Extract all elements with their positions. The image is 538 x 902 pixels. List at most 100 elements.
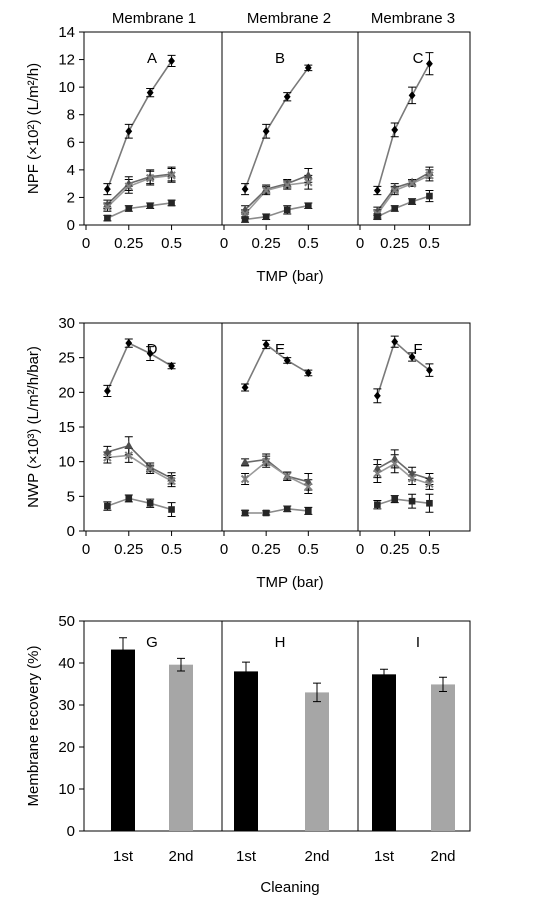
data-point-x [261, 186, 271, 195]
bar-1st [234, 671, 258, 831]
data-point-square [283, 206, 291, 214]
series-line-diamond [376, 340, 430, 397]
series-line-x [377, 462, 430, 485]
NWP-x-axis-title: TMP (bar) [256, 574, 323, 591]
recovery-y-tick-label: 50 [58, 613, 75, 630]
data-point-x [103, 202, 112, 212]
data-point-x [167, 171, 176, 180]
data-point-square [374, 501, 381, 508]
panel-label-G: G [146, 634, 158, 651]
series-line-x [376, 174, 430, 215]
data-point-diamond [103, 184, 111, 194]
NWP-y-tick-label: 5 [67, 488, 75, 505]
NWP-y-tick-label: 0 [67, 523, 75, 540]
data-point-square [241, 216, 249, 223]
bar-error [439, 676, 447, 693]
data-point-triangle [425, 474, 434, 483]
bar-2nd [305, 692, 329, 831]
series-line-diamond [106, 60, 173, 190]
x-category-label: 1st [374, 848, 395, 865]
panel-label-I: I [416, 634, 420, 651]
series-line-diamond [244, 343, 309, 388]
series-line-square [244, 204, 309, 221]
data-point-square [391, 205, 399, 212]
recovery-y-tick-label: 30 [58, 697, 75, 714]
data-point-square [146, 499, 154, 507]
x-category-label: 2nd [168, 848, 193, 865]
data-point-triangle [167, 169, 176, 178]
panel-label-C: C [413, 50, 424, 67]
recovery-y-tick-label: 0 [67, 823, 75, 840]
data-point-x [283, 472, 292, 481]
series-line-triangle [244, 458, 309, 483]
NWP-y-axis-title: NWP (×10³) (L/m²/h/bar) [25, 346, 42, 508]
data-point-triangle [240, 457, 250, 466]
data-point-triangle [124, 441, 134, 449]
series-line-x [244, 181, 309, 215]
data-point-square [104, 214, 111, 222]
NWP-y-tick-label: 20 [58, 384, 75, 401]
data-point-x [261, 457, 271, 466]
column-title-membrane-1: Membrane 1 [112, 10, 196, 27]
data-point-square [408, 497, 416, 505]
data-point-diamond [262, 127, 270, 136]
NWP-row: 0 5 10 15 20 25 30 NWP (×10³) (L/m²/h/bar) TMP (… [25, 315, 471, 591]
data-point-x [124, 451, 133, 460]
data-point-diamond [168, 56, 175, 66]
data-point-triangle [304, 477, 313, 485]
data-point-square [125, 495, 133, 502]
NPF-y-tick-label: 8 [67, 107, 75, 124]
x-category-label: 1st [236, 848, 257, 865]
data-point-x [167, 476, 176, 486]
data-point-triangle [282, 179, 292, 187]
data-point-diamond [283, 356, 291, 365]
NPF-x-tick-label: 0 [82, 235, 90, 252]
series-line-x [106, 174, 172, 208]
NPF-x-tick-label: 0.5 [298, 235, 319, 252]
data-point-square [391, 495, 399, 503]
data-point-x [425, 171, 434, 180]
x-category-label: 2nd [430, 848, 455, 865]
column-title-membrane-3: Membrane 3 [371, 10, 455, 27]
NPF-x-tick-label: 0.5 [419, 235, 440, 252]
data-point-x [103, 453, 112, 462]
series-line-diamond [376, 63, 431, 191]
NWP-x-tick-label: 0.5 [161, 541, 182, 558]
data-point-triangle [390, 454, 400, 463]
bar-1st [372, 674, 396, 831]
NPF-y-tick-label: 4 [67, 162, 75, 179]
NPF-y-tick-label: 10 [58, 79, 75, 96]
data-point-diamond [391, 125, 399, 135]
bar-2nd [169, 664, 193, 831]
panel-label-H: H [275, 634, 286, 651]
data-point-x [407, 474, 417, 483]
data-point-diamond [103, 386, 111, 396]
NPF-x-tick-label: 0 [356, 235, 364, 252]
data-point-triangle [261, 184, 271, 193]
data-point-triangle [407, 468, 417, 477]
NPF-x-tick-label: 0.5 [161, 235, 182, 252]
panel-C: C 0 0.25 0.5 [356, 50, 440, 252]
panel-label-F: F [413, 341, 422, 358]
series-line-triangle [376, 171, 430, 212]
NPF-plot-frame [83, 31, 471, 226]
panel-I: I 1st 2nd [372, 634, 456, 865]
data-point-square [168, 506, 175, 513]
data-point-triangle [373, 464, 382, 472]
data-point-x [124, 182, 133, 191]
data-point-square [168, 199, 175, 207]
recovery-y-tick-label: 10 [58, 781, 75, 798]
bar-error [313, 682, 321, 703]
panel-label-E: E [275, 341, 285, 358]
NWP-x-tick-label: 0.25 [252, 541, 281, 558]
recovery-plot-frame [83, 620, 471, 832]
panel-label-A: A [147, 50, 157, 67]
data-point-diamond [241, 383, 249, 392]
data-point-x [304, 178, 313, 187]
NWP-x-tick-label: 0.5 [298, 541, 319, 558]
NPF-x-axis-title: TMP (bar) [256, 268, 323, 285]
NPF-y-tick-label: 12 [58, 52, 75, 69]
series-line-triangle [107, 444, 172, 480]
NWP-x-tick-label: 0 [82, 541, 90, 558]
